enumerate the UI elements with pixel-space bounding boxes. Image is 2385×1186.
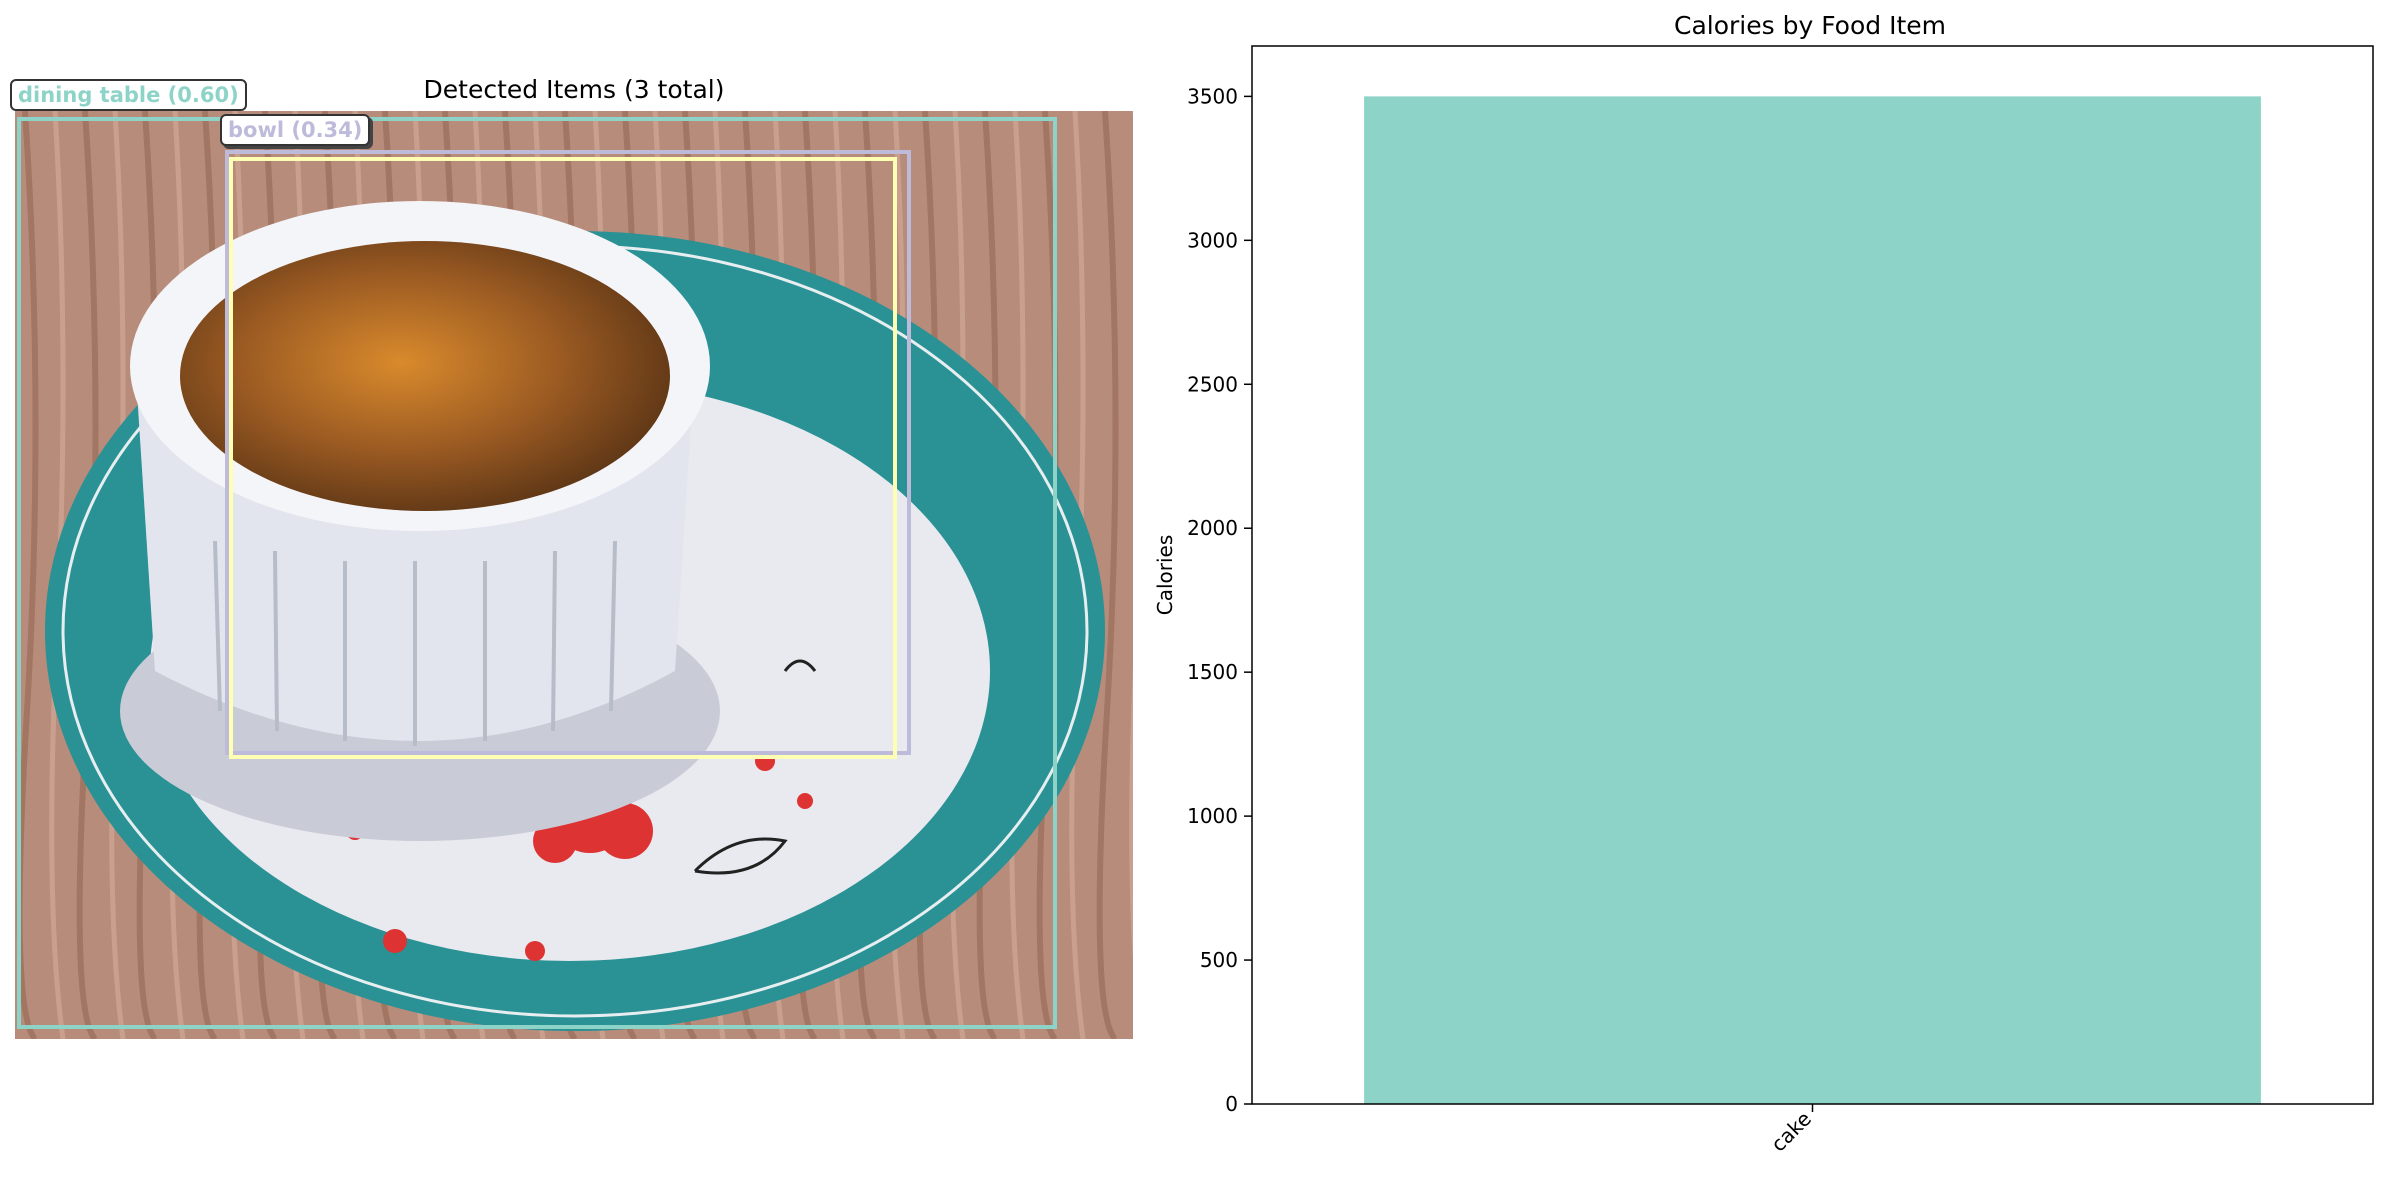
y-tick-label-3000: 3000 (1187, 228, 1238, 252)
y-tick-label-1500: 1500 (1187, 660, 1238, 684)
food-photo (15, 111, 1133, 1039)
x-tick-label-cake: cake (1766, 1107, 1816, 1157)
y-tick-label-1000: 1000 (1187, 804, 1238, 828)
chart-title: Calories by Food Item (1674, 11, 1946, 40)
calorie-chart-svg: Calories by Food Item Calories cake 0 500 1… (1153, 11, 2374, 1157)
bbox-cake (229, 157, 897, 759)
plot-frame (1251, 45, 2374, 1105)
chart-ylabel: Calories (1153, 535, 1177, 616)
bbox-dining-table (17, 117, 1057, 1029)
bbox-label-dining-table: dining table (0.60) (10, 79, 247, 111)
y-tick-label-0: 0 (1225, 1092, 1238, 1116)
y-tick-label-500: 500 (1200, 948, 1238, 972)
y-tick-label-2500: 2500 (1187, 372, 1238, 396)
detection-title: Detected Items (3 total) (423, 75, 725, 104)
detection-image (15, 111, 1133, 1039)
calorie-chart: Calories by Food Item Calories cake 0 500 1… (1140, 0, 2385, 1182)
bbox-bowl (225, 150, 911, 755)
y-tick-label-2000: 2000 (1187, 516, 1238, 540)
y-tick-label-3500: 3500 (1187, 84, 1238, 108)
bbox-label-bowl: bowl (0.34) (220, 114, 371, 146)
bar-cake (1364, 96, 2261, 1104)
